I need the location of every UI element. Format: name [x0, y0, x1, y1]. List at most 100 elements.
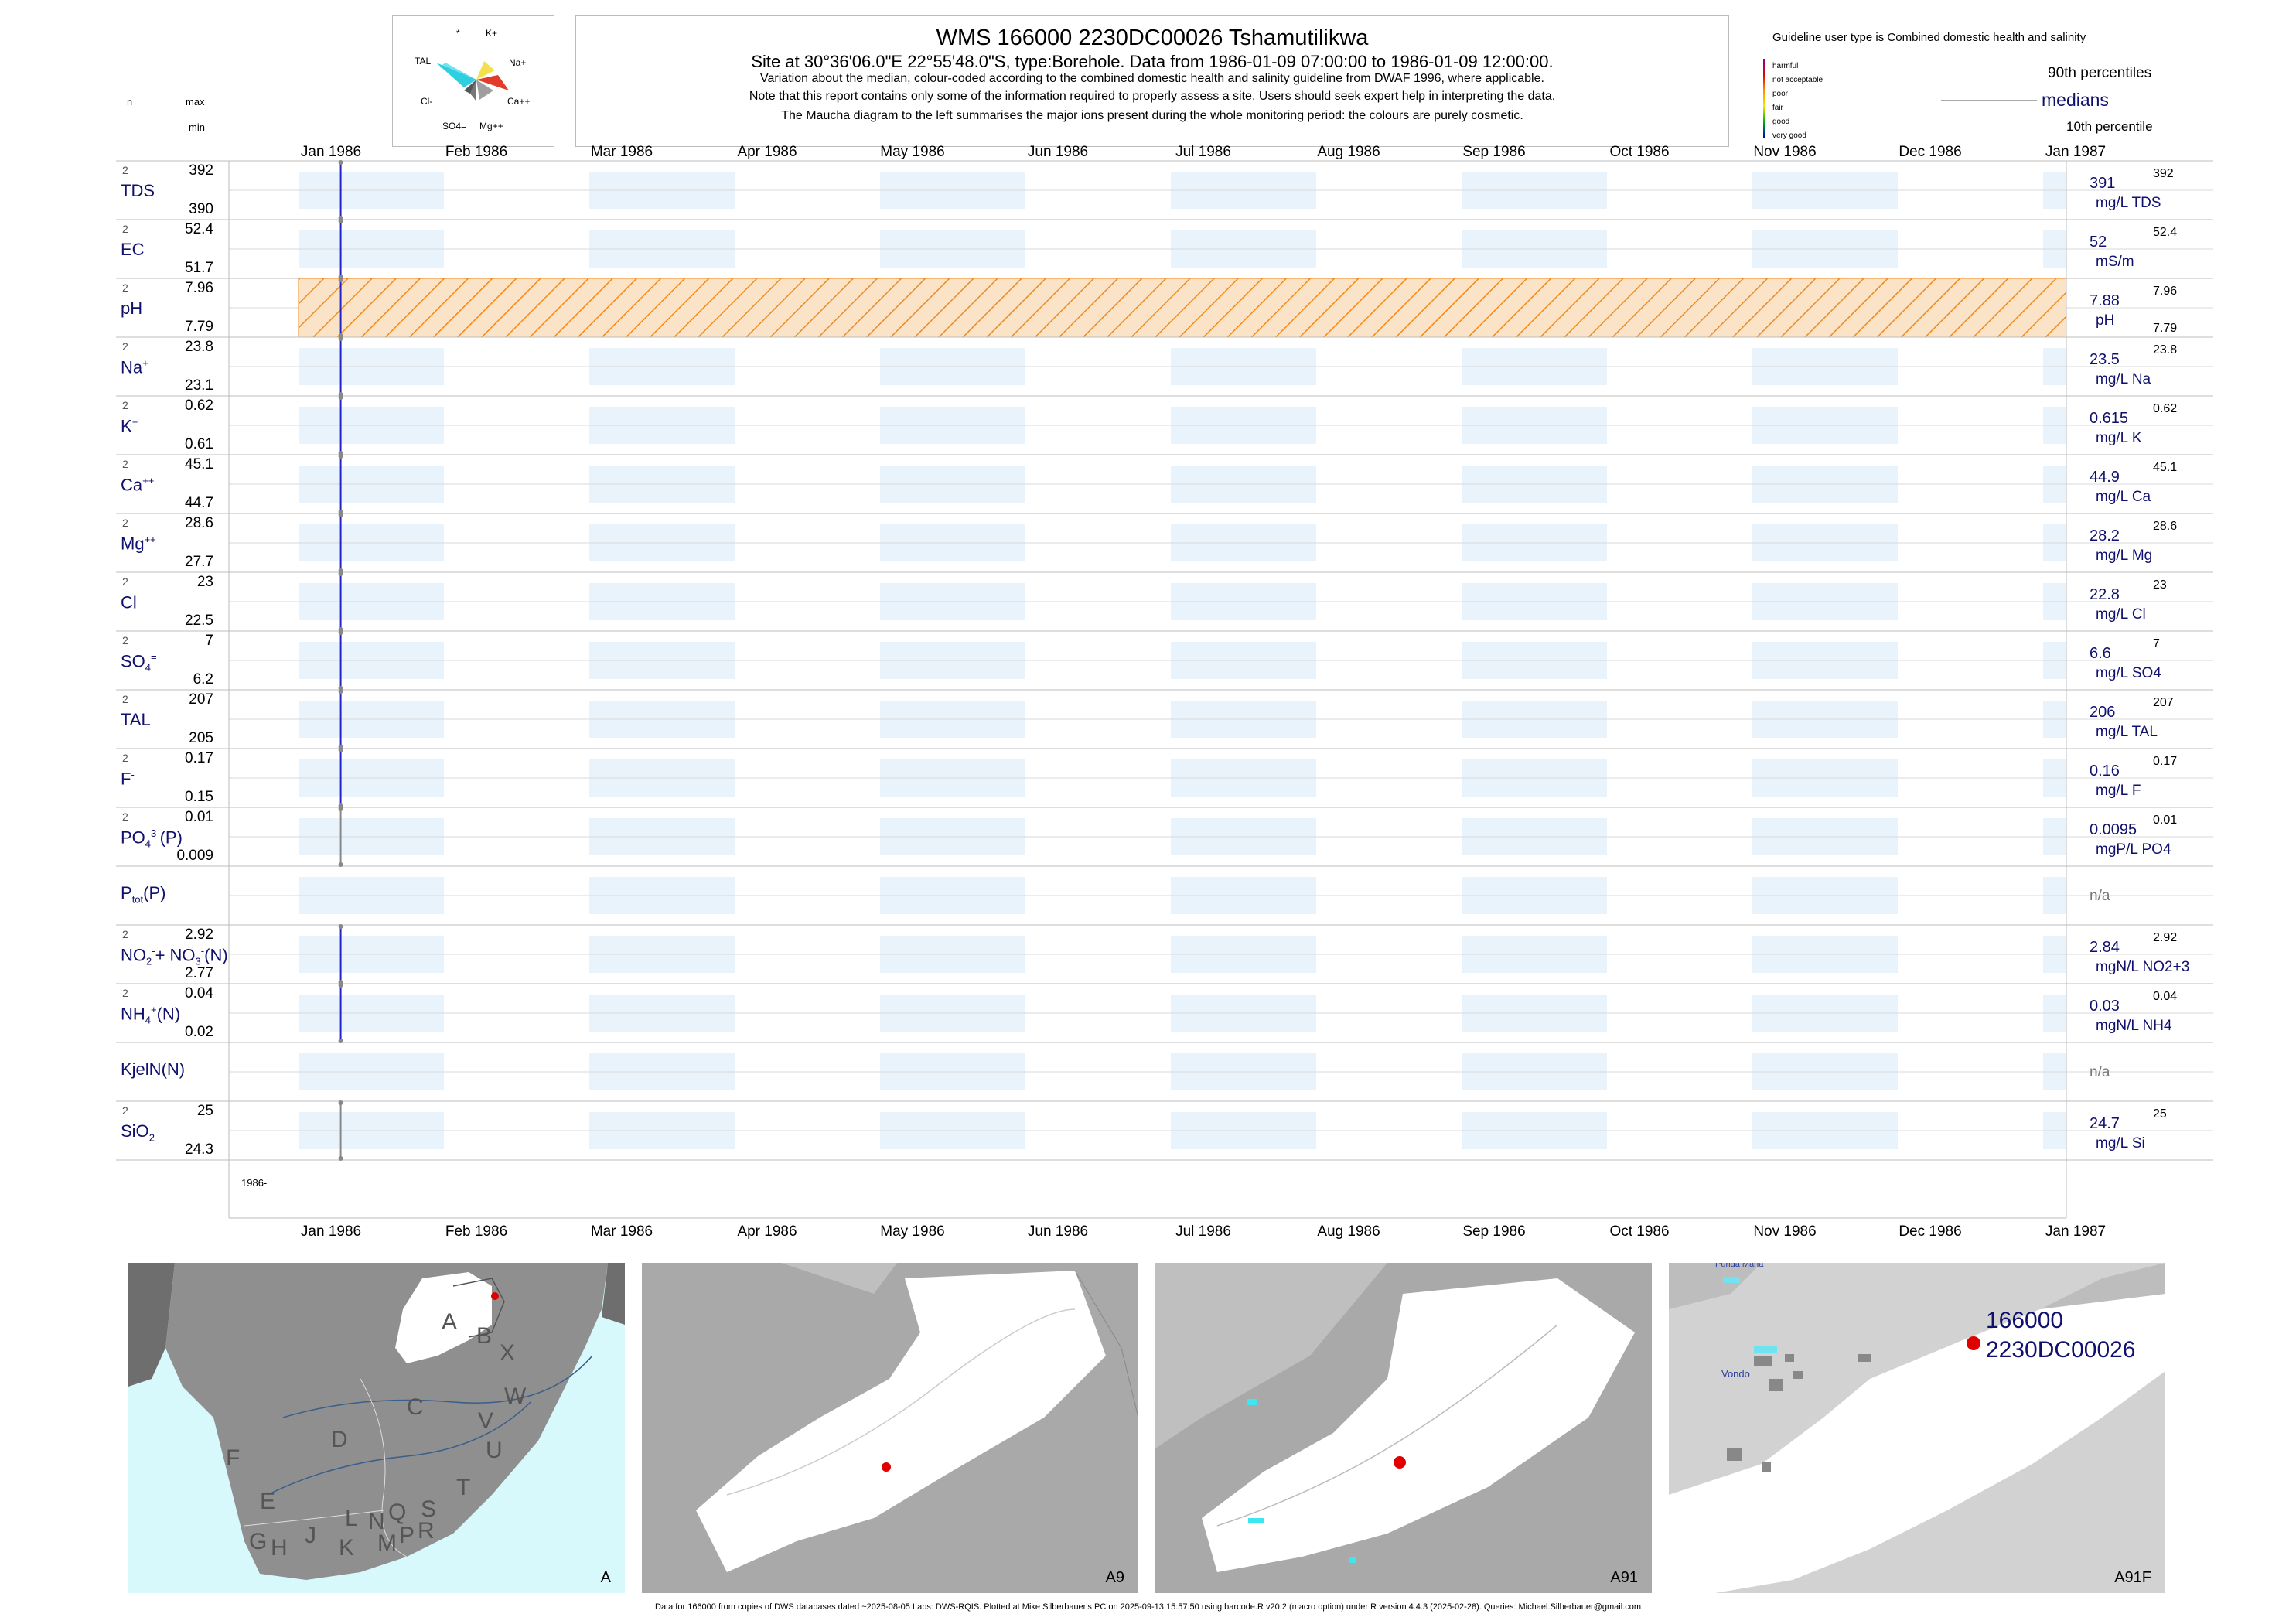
month-label-top-1: Feb 1986: [445, 144, 508, 160]
row-label-sio2: SiO2: [121, 1121, 155, 1144]
maucha-label-star: *: [456, 28, 460, 39]
month-label-bottom-7: Aug 1986: [1317, 1223, 1380, 1240]
maucha-petal-mg: [470, 80, 476, 101]
row-p90-mg: 28.6: [2153, 520, 2178, 533]
month-label-bottom-4: May 1986: [880, 1223, 945, 1240]
region-letter-t: T: [456, 1475, 471, 1500]
row-max-tal: 207: [189, 691, 213, 708]
row-unit-po4: mgP/L PO4: [2096, 841, 2171, 858]
map-a-site-dot: [491, 1292, 499, 1300]
month-label-top-10: Nov 1986: [1753, 144, 1817, 160]
month-label-bottom-8: Sep 1986: [1462, 1223, 1526, 1240]
month-label-bottom-0: Jan 1986: [300, 1223, 362, 1240]
row-p90-ph: 7.96: [2153, 285, 2178, 298]
region-letter-e: E: [260, 1489, 276, 1514]
row-unit-ca: mg/L Ca: [2096, 489, 2151, 505]
row-n-na: 2: [122, 340, 128, 353]
col-min-header: min: [189, 121, 205, 133]
month-label-bottom-10: Nov 1986: [1753, 1223, 1817, 1240]
month-label-top-5: Jun 1986: [1027, 144, 1089, 160]
row-unit-sio2: mg/L Si: [2096, 1135, 2145, 1151]
legend-good: good: [1772, 118, 1790, 126]
page-title: WMS 166000 2230DC00026 Tshamutilikwa: [936, 26, 1369, 50]
row-median-ph: 7.88: [2090, 292, 2120, 309]
row-median-cl: 22.8: [2090, 586, 2120, 603]
map-a91f-site-dot: [1967, 1336, 1980, 1350]
row-max-ph: 7.96: [185, 280, 213, 296]
row-min-k: 0.61: [185, 436, 213, 452]
region-letter-p: P: [399, 1523, 415, 1548]
row-unit-ec: mS/m: [2096, 254, 2134, 270]
map-panel-a91f: 166000 2230DC00026 Vondo Punda Maria A91…: [1669, 1263, 2165, 1593]
row-max-tds: 392: [189, 162, 213, 179]
row-min-po4: 0.009: [176, 848, 213, 864]
maucha-label-mg: Mg++: [479, 121, 503, 131]
sample-point-max-cl: [338, 571, 343, 576]
row-max-so4: 7: [205, 633, 213, 649]
row-unit-no: mgN/L NO2+3: [2096, 959, 2190, 975]
month-label-top-12: Jan 1987: [2045, 144, 2107, 160]
region-letter-h: H: [271, 1535, 288, 1561]
sample-point-max-ph: [338, 278, 343, 282]
row-unit-mg: mg/L Mg: [2096, 548, 2153, 564]
sample-point-max-f: [338, 748, 343, 752]
row-max-k: 0.62: [185, 397, 213, 414]
map-a91-site-dot: [1394, 1456, 1406, 1469]
chart-svg: [116, 160, 2213, 1219]
row-p90-so4: 7: [2153, 637, 2160, 650]
row-p90-f: 0.17: [2153, 755, 2178, 768]
sample-point-max-ec: [338, 219, 343, 223]
row-p90-cl: 23: [2153, 578, 2167, 592]
row-median-f: 0.16: [2090, 763, 2120, 780]
row-n-ph: 2: [122, 281, 128, 294]
maucha-label-so4: SO4=: [442, 121, 466, 131]
sample-point-max-k: [338, 395, 343, 400]
row-unit-cl: mg/L Cl: [2096, 606, 2146, 623]
region-letter-r: R: [418, 1518, 435, 1544]
row-median-no: 2.84: [2090, 939, 2120, 956]
place-punda-maria: Punda Maria: [1715, 1263, 1764, 1269]
map-panel-a: A A B X C W D V U F T E S L N Q R G H J …: [128, 1263, 625, 1593]
row-median-po4: 0.0095: [2090, 821, 2137, 838]
row-max-mg: 28.6: [185, 515, 213, 531]
row-label-kjel: KjelN(N): [121, 1059, 186, 1079]
month-label-top-11: Dec 1986: [1899, 144, 1962, 160]
row-median-ca: 44.9: [2090, 469, 2120, 486]
region-letter-s: S: [421, 1496, 437, 1522]
region-letter-a: A: [442, 1309, 458, 1335]
site-code-label: 166000: [1986, 1308, 2064, 1333]
row-min-ec: 51.7: [185, 260, 213, 276]
row-label-so4: SO4=: [121, 651, 157, 674]
row-unit-ph: pH: [2096, 312, 2115, 329]
row-median-tal: 206: [2090, 704, 2116, 721]
row-max-nh4: 0.04: [185, 985, 213, 1001]
guideline-text: Guideline user type is Combined domestic…: [1772, 31, 2086, 44]
row-n-tds: 2: [122, 164, 128, 176]
legend-very-good: very good: [1772, 131, 1806, 140]
row-min-mg: 27.7: [185, 554, 213, 570]
row-min-nh4: 0.02: [185, 1024, 213, 1040]
row-n-no: 2: [122, 928, 128, 940]
sample-point-min-nh4: [338, 1039, 343, 1043]
maucha-label-k: K+: [486, 28, 497, 39]
place-vondo: Vondo: [1721, 1368, 1750, 1380]
row-p90-po4: 0.01: [2153, 814, 2178, 827]
sample-point-max-ca: [338, 454, 343, 459]
legend-poor: poor: [1772, 90, 1789, 98]
row-median-nh4: 0.03: [2090, 998, 2120, 1015]
row-p90-k: 0.62: [2153, 402, 2178, 415]
maucha-label-ca: Ca++: [507, 96, 530, 107]
map-a-svg: [128, 1263, 625, 1580]
region-letter-g: G: [249, 1529, 268, 1554]
row-max-cl: 23: [196, 574, 213, 590]
row-p90-ca: 45.1: [2153, 461, 2178, 474]
region-letter-q: Q: [388, 1499, 407, 1525]
year-label: 1986-: [241, 1177, 268, 1189]
maucha-petal-cl: [436, 63, 476, 87]
page-subtitle: Site at 30°36'06.0"E 22°55'48.0"S, type:…: [751, 52, 1554, 71]
row-label-na: Na+: [121, 357, 148, 377]
row-max-ca: 45.1: [185, 456, 213, 473]
map-a9-site-dot: [882, 1462, 891, 1472]
region-letter-w: W: [504, 1383, 527, 1409]
legend-p10: 10th percentile: [2066, 119, 2153, 134]
